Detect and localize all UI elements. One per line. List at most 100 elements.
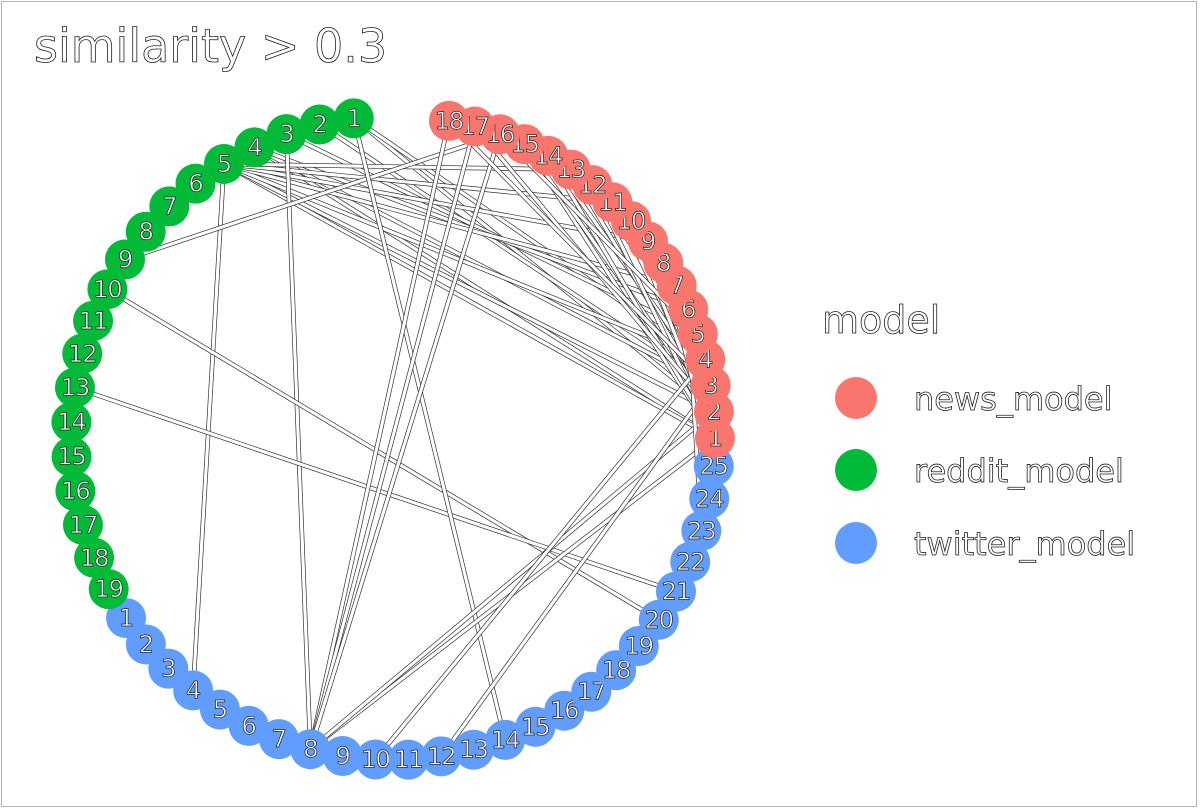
node-circle <box>693 446 734 487</box>
node-reddit-7[interactable]: 7 <box>149 186 190 227</box>
node-circle <box>333 98 374 139</box>
node-circle <box>228 705 269 746</box>
node-reddit-1[interactable]: 1 <box>333 98 374 139</box>
node-twitter-13[interactable]: 13 <box>453 729 494 770</box>
graph-title: similarity > 0.3 <box>34 19 387 73</box>
node-circle <box>428 100 469 141</box>
node-reddit-17[interactable]: 17 <box>62 504 103 545</box>
node-label: 7 <box>272 725 286 753</box>
node-twitter-7[interactable]: 7 <box>258 719 299 760</box>
node-reddit-9[interactable]: 9 <box>105 239 146 280</box>
node-reddit-14[interactable]: 14 <box>51 402 92 443</box>
node-label: 13 <box>61 374 90 402</box>
edge-news-2-twitter-8 <box>309 410 715 751</box>
node-twitter-12[interactable]: 12 <box>421 736 462 777</box>
legend-item-news: news_model <box>835 377 1113 419</box>
legend-swatch-news <box>835 377 877 419</box>
node-circle <box>299 104 340 145</box>
node-label: 9 <box>335 742 349 770</box>
node-news-11[interactable]: 11 <box>592 182 633 223</box>
legend-label-reddit: reddit_model <box>914 452 1124 490</box>
node-circle <box>322 736 363 777</box>
edge-reddit-3-twitter-8 <box>284 134 312 750</box>
node-circle <box>266 114 307 155</box>
node-label: 14 <box>491 726 520 754</box>
node-label: 6 <box>242 712 256 740</box>
edge-reddit-10-twitter-20 <box>106 287 660 622</box>
node-reddit-15[interactable]: 15 <box>51 436 92 477</box>
node-label: 4 <box>186 676 200 704</box>
node-twitter-23[interactable]: 23 <box>681 510 722 551</box>
node-circle <box>485 719 526 760</box>
node-reddit-18[interactable]: 18 <box>74 537 115 578</box>
node-label: 9 <box>118 245 132 273</box>
edge-news-16-news-5 <box>498 133 699 336</box>
node-circle <box>421 736 462 777</box>
node-label: 3 <box>161 655 175 683</box>
node-twitter-9[interactable]: 9 <box>322 736 363 777</box>
legend-item-twitter: twitter_model <box>835 522 1136 564</box>
node-twitter-11[interactable]: 11 <box>388 739 429 780</box>
legend-label-news: news_model <box>914 380 1112 418</box>
node-label: 18 <box>435 107 464 135</box>
edge-reddit-4-news-3 <box>253 145 712 387</box>
edge-news-17-twitter-8 <box>308 126 477 750</box>
node-twitter-10[interactable]: 10 <box>355 739 396 780</box>
node-circle <box>51 402 92 443</box>
node-reddit-10[interactable]: 10 <box>87 269 128 310</box>
legend-swatch-reddit <box>835 449 877 491</box>
node-label: 11 <box>394 746 423 774</box>
node-reddit-2[interactable]: 2 <box>299 104 340 145</box>
edge-news-3-twitter-12 <box>439 384 712 758</box>
node-label: 22 <box>676 548 705 576</box>
edge-reddit-5-twitter-4 <box>191 163 226 691</box>
node-circle <box>73 300 114 341</box>
node-label: 5 <box>217 150 231 178</box>
edge-news-18-twitter-8 <box>308 120 451 750</box>
node-twitter-14[interactable]: 14 <box>485 719 526 760</box>
node-circle <box>125 211 166 252</box>
node-reddit-4[interactable]: 4 <box>234 127 275 168</box>
node-label: 8 <box>139 218 153 246</box>
edge-reddit-4-news-1 <box>253 146 716 440</box>
node-reddit-12[interactable]: 12 <box>62 333 103 374</box>
legend: model news_model reddit_model twitter_mo… <box>822 298 1136 564</box>
node-twitter-21[interactable]: 21 <box>655 571 696 612</box>
node-twitter-8[interactable]: 8 <box>290 729 331 770</box>
node-label: 24 <box>695 485 724 513</box>
node-label: 4 <box>247 133 261 161</box>
node-circle <box>54 367 95 408</box>
node-reddit-11[interactable]: 11 <box>73 300 114 341</box>
node-reddit-6[interactable]: 6 <box>175 163 216 204</box>
edge-news-16-twitter-8 <box>308 133 502 750</box>
edge-reddit-5-news-4 <box>223 162 706 361</box>
node-label: 2 <box>313 110 327 138</box>
node-news-18[interactable]: 18 <box>428 100 469 141</box>
node-label: 13 <box>459 736 488 764</box>
node-circle <box>87 269 128 310</box>
legend-item-reddit: reddit_model <box>835 449 1124 491</box>
node-label: 11 <box>79 307 108 335</box>
node-label: 7 <box>162 192 176 220</box>
node-twitter-6[interactable]: 6 <box>228 705 269 746</box>
node-reddit-3[interactable]: 3 <box>266 114 307 155</box>
legend-label-twitter: twitter_model <box>914 525 1135 563</box>
node-reddit-19[interactable]: 19 <box>88 569 129 610</box>
node-circle <box>203 143 244 184</box>
edge-news-4-twitter-10 <box>374 358 707 761</box>
edge-reddit-5-news-1 <box>223 162 716 440</box>
node-circle <box>62 333 103 374</box>
node-reddit-5[interactable]: 5 <box>203 143 244 184</box>
node-news-16[interactable]: 16 <box>480 114 521 155</box>
node-label: 3 <box>279 120 293 148</box>
node-reddit-13[interactable]: 13 <box>54 367 95 408</box>
node-reddit-8[interactable]: 8 <box>125 211 166 252</box>
node-twitter-24[interactable]: 24 <box>689 478 730 519</box>
node-label: 19 <box>94 575 123 603</box>
node-circle <box>62 504 103 545</box>
node-circle <box>655 571 696 612</box>
node-reddit-16[interactable]: 16 <box>55 471 96 512</box>
node-twitter-22[interactable]: 22 <box>670 541 711 582</box>
node-label: 21 <box>662 578 691 606</box>
